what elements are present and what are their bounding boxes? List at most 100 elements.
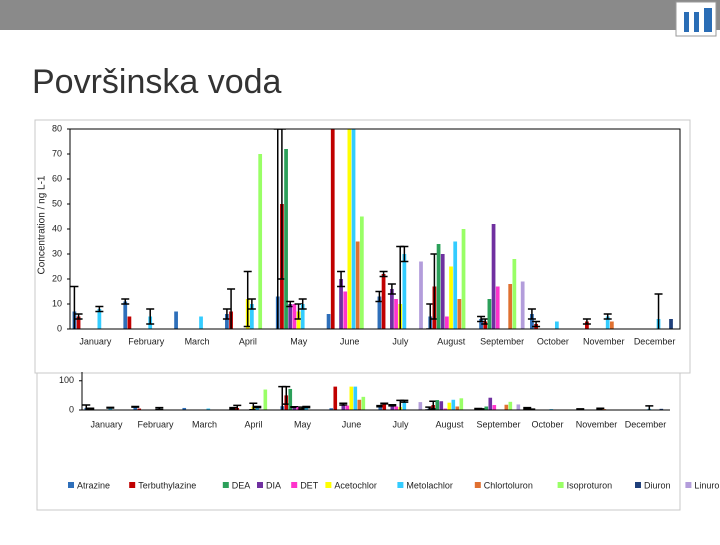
bar [455, 406, 460, 410]
error-bar [654, 293, 663, 329]
y-tick-label: 20 [52, 273, 62, 283]
x-tick-label: April [244, 419, 262, 429]
bar [659, 408, 664, 410]
bar [435, 400, 440, 410]
y-tick-label: 0 [57, 323, 62, 333]
bar [461, 229, 466, 329]
x-tick-label: March [185, 336, 210, 346]
error-bar [298, 298, 307, 310]
legend-label: DEA [232, 480, 251, 490]
legend-swatch [325, 482, 332, 488]
x-tick-label: June [340, 336, 360, 346]
bar [487, 299, 492, 329]
legend-swatch [68, 482, 74, 488]
x-tick-label: August [437, 336, 466, 346]
bar [284, 149, 288, 329]
bar [516, 404, 521, 410]
bar [300, 304, 305, 329]
bar [123, 301, 128, 329]
bar [341, 404, 346, 410]
legend-label: Isoproturon [567, 480, 613, 490]
bar [488, 397, 493, 410]
bar [419, 261, 423, 329]
x-tick-label: June [342, 419, 362, 429]
error-bar [400, 245, 409, 263]
bar [206, 408, 211, 410]
error-bar [582, 318, 591, 325]
bar [554, 321, 559, 329]
legend-label: DIA [266, 480, 281, 490]
y-tick-label: 10 [52, 298, 62, 308]
bar [443, 408, 448, 410]
legend-swatch [685, 482, 692, 488]
bar [495, 286, 500, 329]
error-bar [86, 407, 95, 410]
axes: 0 10 20 30 40 50 60 70 80 January February March Apr… [52, 123, 720, 490]
y-tick-label: 60 [52, 173, 62, 183]
x-tick-label: January [90, 419, 123, 429]
legend-swatch [635, 482, 641, 488]
bar [394, 406, 399, 410]
bar [349, 386, 354, 410]
bar [330, 129, 335, 329]
bar [459, 398, 464, 410]
error-bar [227, 288, 236, 329]
error-bar [74, 313, 83, 320]
bar [108, 407, 113, 410]
error-bar [273, 129, 282, 329]
bar [508, 284, 513, 329]
bar [669, 319, 673, 329]
legend-label: Linuron [694, 480, 720, 490]
bar [390, 405, 395, 410]
legend-label: Diuron [644, 480, 671, 490]
bar [436, 244, 441, 329]
error-bar [596, 407, 605, 410]
bar [343, 291, 348, 329]
y-tick-label: 100 [59, 375, 74, 385]
bar [483, 321, 488, 329]
logo-mark [694, 12, 699, 32]
bar [329, 408, 334, 410]
bar [355, 241, 360, 329]
bar [326, 314, 331, 329]
bar [508, 401, 513, 410]
bar [76, 316, 81, 329]
bar [304, 407, 309, 410]
bar [97, 309, 102, 329]
error-bar [131, 405, 140, 408]
error-bar [247, 298, 256, 310]
error-bar [532, 320, 541, 328]
bar [296, 311, 301, 329]
bar [345, 405, 350, 410]
error-bar [95, 305, 104, 313]
x-tick-label: April [239, 336, 257, 346]
bar [377, 296, 382, 329]
bar [199, 316, 203, 329]
bar [512, 259, 517, 329]
logo-mark [704, 8, 712, 32]
y-tick-label: 30 [52, 248, 62, 258]
error-bar [339, 402, 348, 406]
error-bar [337, 270, 346, 288]
bar [484, 406, 489, 410]
error-bar [302, 405, 311, 409]
error-bar [388, 403, 397, 407]
error-bar [400, 399, 409, 403]
bar [402, 401, 407, 410]
bar [333, 386, 338, 410]
chart-panel [36, 356, 681, 511]
bar [491, 224, 496, 329]
x-tick-label: December [625, 419, 667, 429]
error-bar [146, 308, 155, 325]
legend-swatch [474, 482, 481, 488]
bar [439, 401, 444, 410]
error-bar [379, 270, 388, 278]
legend-label: Acetochlor [334, 480, 377, 490]
x-tick-label: January [79, 336, 112, 346]
y-tick-label: 0 [69, 404, 74, 414]
legend-label: Metolachlor [406, 480, 453, 490]
bar [359, 216, 364, 329]
bar [453, 241, 458, 329]
error-bar [380, 402, 389, 405]
